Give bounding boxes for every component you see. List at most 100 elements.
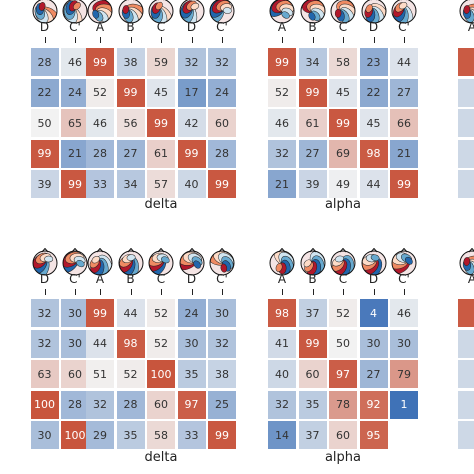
heatmap-cell: 100 bbox=[61, 421, 89, 449]
heatmap-cell: 100 bbox=[147, 360, 175, 388]
heatmap-cell: 44 bbox=[116, 299, 145, 327]
topomap-icon bbox=[391, 248, 417, 276]
topomap-icon bbox=[118, 248, 143, 276]
heatmap-cell: 22 bbox=[30, 78, 59, 107]
topomap-icon bbox=[459, 248, 474, 276]
heatmap-cell bbox=[458, 360, 474, 388]
axis-tick bbox=[404, 37, 405, 43]
heatmap-cell: 99 bbox=[298, 78, 327, 107]
heatmap-cell: 22 bbox=[359, 78, 388, 107]
column-label: C' bbox=[216, 20, 228, 34]
axis-tick bbox=[75, 289, 76, 295]
heatmap-cell: 78 bbox=[329, 390, 357, 419]
heatmap-cell: 46 bbox=[268, 109, 296, 137]
heatmap-cell: 30 bbox=[30, 421, 59, 449]
heatmap-cell: 65 bbox=[61, 109, 89, 137]
heatmap-cell: 30 bbox=[208, 299, 236, 327]
heatmap-cell: 61 bbox=[298, 109, 327, 137]
heatmap-cell: 99 bbox=[208, 421, 236, 449]
heatmap-cell: 30 bbox=[61, 299, 89, 327]
topomap-icon bbox=[391, 0, 417, 24]
heatmap-cell: 34 bbox=[116, 170, 145, 198]
heatmap-cell: 99 bbox=[177, 139, 206, 168]
heatmap-cell: 27 bbox=[116, 139, 145, 168]
topomap-icon bbox=[148, 0, 174, 24]
heatmap-cell: 92 bbox=[359, 390, 388, 419]
panel-title: alpha bbox=[324, 197, 362, 212]
column-label: C' bbox=[69, 272, 81, 286]
axis-tick bbox=[404, 289, 405, 295]
heatmap-cell: 24 bbox=[177, 299, 206, 327]
axis-tick bbox=[343, 289, 344, 295]
heatmap-cell: 28 bbox=[30, 48, 59, 76]
topomap-icon bbox=[300, 0, 325, 24]
heatmap-cell: 28 bbox=[208, 139, 236, 168]
heatmap-cell: 60 bbox=[208, 109, 236, 137]
heatmap-cell bbox=[458, 421, 474, 449]
heatmap-cell: 95 bbox=[359, 421, 388, 449]
axis-tick bbox=[44, 289, 46, 295]
topomap-icon bbox=[209, 0, 235, 24]
heatmap-cell: 32 bbox=[30, 299, 59, 327]
axis-tick bbox=[222, 289, 223, 295]
topomap-icon bbox=[62, 248, 88, 276]
heatmap-cell: 49 bbox=[329, 170, 357, 198]
column-label: A bbox=[95, 20, 105, 34]
heatmap-cell bbox=[458, 329, 474, 358]
panel-title: delta bbox=[144, 450, 178, 465]
heatmap-cell: 97 bbox=[177, 390, 206, 419]
heatmap-cell bbox=[458, 390, 474, 419]
axis-tick bbox=[222, 37, 223, 43]
topomap-icon bbox=[118, 0, 143, 24]
column-label: A bbox=[467, 20, 474, 34]
column-label: C' bbox=[69, 20, 81, 34]
heatmap-cell: 34 bbox=[298, 48, 327, 76]
column-label: D bbox=[186, 20, 197, 34]
heatmap-cell: 99 bbox=[390, 170, 418, 198]
axis-tick bbox=[130, 289, 132, 295]
topomap-icon bbox=[148, 248, 174, 276]
heatmap-cell: 99 bbox=[86, 48, 114, 76]
column-label: D bbox=[368, 20, 379, 34]
axis-tick bbox=[312, 289, 314, 295]
heatmap-cell: 52 bbox=[268, 78, 296, 107]
heatmap-cell: 39 bbox=[298, 170, 327, 198]
axis-tick bbox=[100, 289, 101, 295]
heatmap-cell: 63 bbox=[30, 360, 59, 388]
topomap-icon bbox=[269, 0, 295, 24]
heatmap-cell: 24 bbox=[61, 78, 89, 107]
topomap-icon bbox=[300, 248, 325, 276]
column-label: D bbox=[186, 272, 197, 286]
heatmap-cell: 44 bbox=[86, 329, 114, 358]
heatmap-cell: 37 bbox=[298, 299, 327, 327]
heatmap-cell: 98 bbox=[268, 299, 296, 327]
topomap-icon bbox=[32, 248, 57, 276]
heatmap-cell: 35 bbox=[177, 360, 206, 388]
axis-tick bbox=[161, 289, 162, 295]
heatmap-cell: 30 bbox=[390, 329, 418, 358]
heatmap-cell: 35 bbox=[298, 390, 327, 419]
heatmap-cell: 97 bbox=[329, 360, 357, 388]
panel-title: alpha bbox=[324, 450, 362, 465]
column-label: B bbox=[308, 272, 317, 286]
axis-tick bbox=[282, 289, 283, 295]
heatmap-cell: 27 bbox=[298, 139, 327, 168]
heatmap-cell: 45 bbox=[329, 78, 357, 107]
heatmap-cell: 99 bbox=[86, 299, 114, 327]
heatmap-cell: 99 bbox=[329, 109, 357, 137]
heatmap-cell: 45 bbox=[147, 78, 175, 107]
heatmap-cell: 52 bbox=[147, 329, 175, 358]
topomap-icon bbox=[87, 248, 113, 276]
heatmap-cell bbox=[458, 109, 474, 137]
heatmap-cell bbox=[458, 78, 474, 107]
heatmap-cell: 23 bbox=[359, 48, 388, 76]
heatmap-cell bbox=[458, 139, 474, 168]
heatmap-cell: 32 bbox=[177, 48, 206, 76]
heatmap-cell: 44 bbox=[359, 170, 388, 198]
heatmap-cell: 46 bbox=[390, 299, 418, 327]
heatmap-cell: 17 bbox=[177, 78, 206, 107]
heatmap-cell: 27 bbox=[390, 78, 418, 107]
heatmap-cell: 99 bbox=[61, 170, 89, 198]
heatmap-cell: 32 bbox=[30, 329, 59, 358]
heatmap-cell: 4 bbox=[359, 299, 388, 327]
